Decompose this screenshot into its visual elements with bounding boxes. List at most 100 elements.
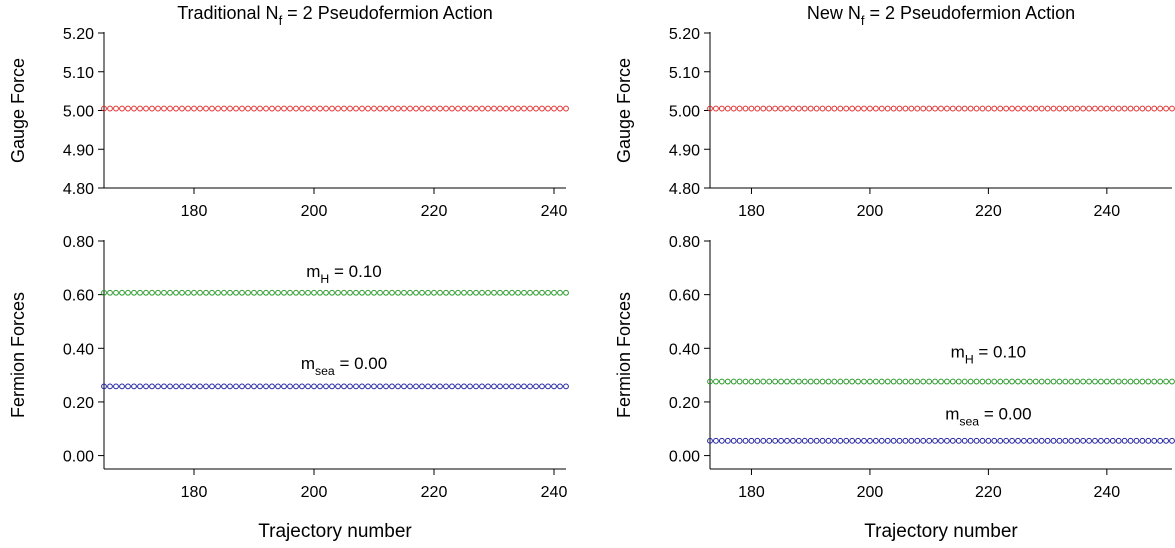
- data-point: [1021, 378, 1027, 385]
- data-point: [425, 383, 431, 390]
- data-point: [855, 378, 861, 385]
- y-tick-label: 5.10: [669, 65, 700, 82]
- data-point: [1169, 378, 1175, 385]
- data-point: [365, 105, 371, 112]
- y-tick-label: 0.40: [669, 341, 700, 358]
- chart-title-rest: = 2 Pseudofermion Action: [864, 3, 1075, 23]
- data-point: [143, 383, 149, 390]
- data-point: [545, 383, 551, 390]
- data-point: [944, 105, 950, 112]
- data-point: [772, 437, 779, 444]
- data-point: [1109, 378, 1116, 385]
- data-point: [359, 105, 365, 112]
- data-point: [1169, 437, 1175, 444]
- data-point: [1038, 105, 1045, 112]
- data-point: [1092, 378, 1098, 385]
- data-point: [293, 289, 299, 296]
- data-point: [1015, 105, 1021, 112]
- data-point: [521, 383, 527, 390]
- data-point: [557, 105, 563, 112]
- data-point: [1003, 105, 1010, 112]
- data-point: [766, 437, 773, 444]
- data-point: [1086, 437, 1092, 444]
- data-point: [503, 289, 509, 296]
- data-point: [269, 383, 275, 390]
- data-point: [509, 289, 515, 296]
- x-tick-label: 240: [541, 203, 568, 220]
- data-point: [113, 383, 119, 390]
- chart-title: New Nf = 2 Pseudofermion Action: [807, 3, 1075, 28]
- data-point: [938, 378, 944, 385]
- data-point: [563, 289, 569, 296]
- data-point: [539, 289, 545, 296]
- data-point: [991, 105, 998, 112]
- data-point: [515, 105, 521, 112]
- data-point: [209, 289, 215, 296]
- series-annotation-rest: = 0.00: [335, 354, 387, 373]
- data-point: [997, 105, 1004, 112]
- data-point: [843, 105, 850, 112]
- data-point: [407, 383, 413, 390]
- data-point: [509, 105, 515, 112]
- data-point: [1163, 437, 1169, 444]
- data-point: [131, 383, 137, 390]
- y-tick-label: 0.60: [669, 288, 700, 305]
- data-point: [1163, 105, 1169, 112]
- data-point: [527, 383, 533, 390]
- x-tick-label: 180: [738, 484, 765, 501]
- data-point: [831, 378, 838, 385]
- data-point: [855, 437, 861, 444]
- data-point: [707, 437, 713, 444]
- data-point: [479, 289, 485, 296]
- y-tick-label: 0.40: [63, 341, 94, 358]
- data-point: [1127, 105, 1134, 112]
- data-point: [473, 105, 479, 112]
- y-tick-label: 0.00: [669, 449, 700, 466]
- data-point: [967, 105, 974, 112]
- data-point: [1080, 105, 1087, 112]
- data-point: [896, 437, 903, 444]
- data-point: [718, 437, 725, 444]
- data-point: [107, 289, 113, 296]
- data-point: [795, 105, 802, 112]
- data-point: [125, 105, 131, 112]
- data-point: [861, 378, 867, 385]
- data-point: [778, 378, 784, 385]
- data-point: [872, 378, 879, 385]
- data-point: [961, 378, 968, 385]
- y-tick-label: 5.00: [63, 104, 94, 121]
- series-annotation-sub: H: [320, 272, 329, 286]
- data-point: [961, 105, 968, 112]
- series-1: [707, 105, 1175, 112]
- data-point: [932, 378, 938, 385]
- series-annotation-sub: sea: [315, 364, 335, 378]
- data-point: [305, 383, 311, 390]
- y-tick-label: 0.20: [63, 395, 94, 412]
- data-point: [1121, 378, 1128, 385]
- x-tick-label: 180: [181, 484, 208, 501]
- data-point: [431, 105, 437, 112]
- data-point: [1044, 437, 1051, 444]
- data-point: [287, 383, 293, 390]
- data-point: [961, 437, 968, 444]
- data-point: [1056, 437, 1063, 444]
- series-annotation-main: m: [301, 354, 315, 373]
- data-point: [329, 105, 335, 112]
- data-point: [843, 437, 850, 444]
- data-point: [155, 289, 161, 296]
- data-point: [359, 289, 365, 296]
- chart-panel-1: 4.80 4.90 5.00 5.10 5.20 180 200 220 240 Gauge Fo…: [8, 3, 569, 220]
- data-point: [979, 378, 986, 385]
- data-point: [311, 105, 317, 112]
- x-tick-label: 180: [738, 203, 765, 220]
- data-point: [784, 378, 790, 385]
- data-point: [347, 289, 353, 296]
- x-tick-label: 200: [857, 484, 884, 501]
- data-point: [533, 383, 539, 390]
- data-point: [239, 289, 245, 296]
- data-point: [521, 105, 527, 112]
- data-point: [215, 289, 221, 296]
- data-point: [801, 378, 808, 385]
- data-point: [527, 289, 533, 296]
- chart-title-sub: f: [279, 13, 283, 28]
